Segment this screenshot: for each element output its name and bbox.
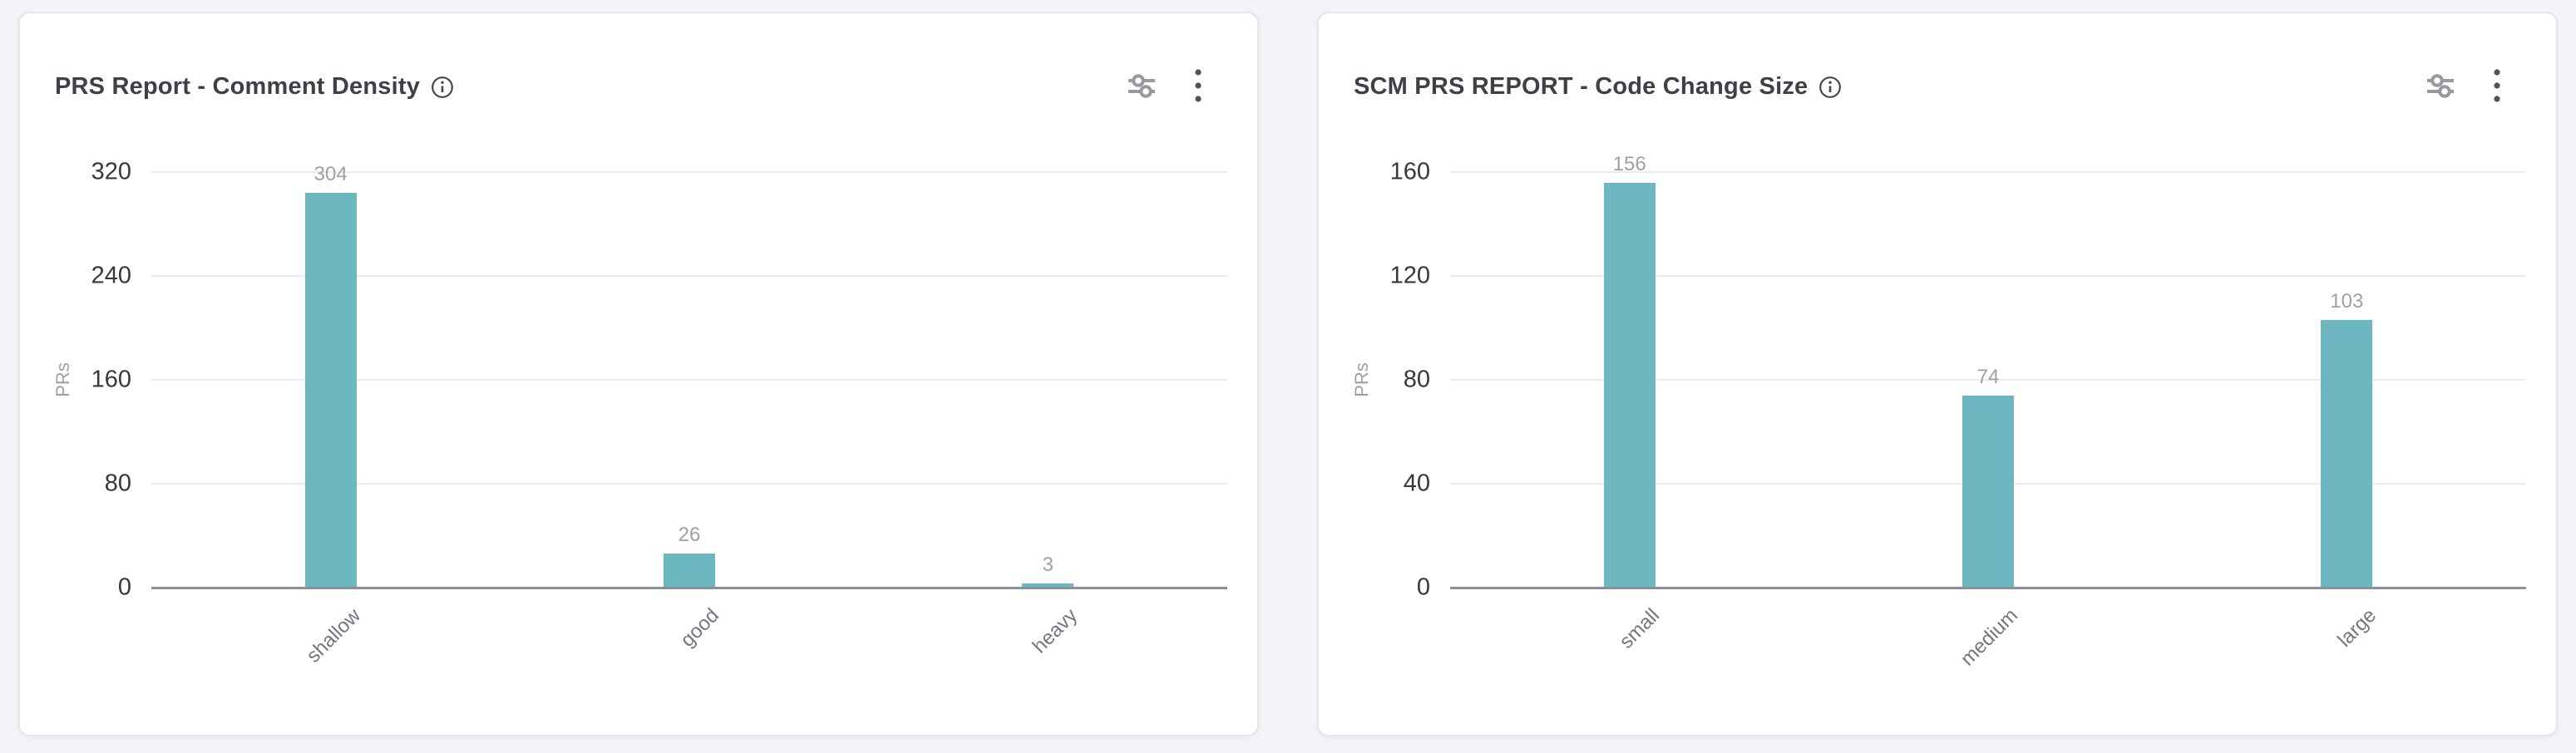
bar-value-label: 26 (678, 524, 701, 547)
x-category-label: small (1615, 604, 1664, 653)
card-toolbar (1121, 65, 1219, 106)
x-category-label: large (2333, 604, 2381, 652)
gridline (151, 275, 1227, 277)
filters-icon[interactable] (1121, 65, 1162, 106)
kebab-menu-icon[interactable] (1177, 65, 1219, 106)
y-tick-label: 80 (104, 470, 131, 497)
card-comment-density: PRS Report - Comment Density (18, 12, 1259, 736)
bar-good[interactable] (664, 554, 715, 588)
gridline (1450, 171, 2526, 173)
info-icon[interactable] (431, 76, 454, 99)
y-tick-label: 240 (91, 262, 131, 289)
y-tick-label: 0 (1416, 573, 1430, 601)
bar-value-label: 156 (1612, 152, 1646, 175)
card-code-change-size: SCM PRS REPORT - Code Change Size (1317, 12, 2558, 736)
x-axis-line (151, 587, 1227, 589)
x-category-label: medium (1956, 604, 2023, 671)
kebab-menu-icon[interactable] (2476, 65, 2518, 106)
gridline (1450, 275, 2526, 277)
gridline (151, 171, 1227, 173)
card-title: SCM PRS REPORT - Code Change Size (1354, 73, 1809, 100)
y-tick-label: 120 (1389, 262, 1430, 289)
bar-value-label: 103 (2330, 290, 2364, 313)
bar-value-label: 304 (313, 163, 348, 185)
y-tick-label: 160 (91, 366, 131, 393)
y-axis-name: PRs (1351, 362, 1372, 397)
card-title: PRS Report - Comment Density (55, 73, 421, 100)
x-category-label: shallow (302, 604, 365, 667)
bar-small[interactable] (1603, 182, 1656, 588)
y-axis-name: PRs (52, 362, 73, 397)
gridline (1450, 379, 2526, 381)
bar-chart-code-change-size: 0 40 80 120 160 PRs 156 small 74 medium 103 large (1319, 13, 2556, 735)
bar-shallow[interactable] (304, 193, 357, 588)
gridline (151, 483, 1227, 485)
y-tick-label: 40 (1403, 470, 1430, 497)
gridline (151, 379, 1227, 381)
bar-chart-comment-density: 0 80 160 240 320 PRs 304 shallow 26 good 3 heavy (20, 13, 1257, 735)
filters-icon[interactable] (2420, 65, 2461, 106)
y-tick-label: 320 (91, 158, 131, 185)
card-header: PRS Report - Comment Density (55, 73, 454, 101)
card-toolbar (2420, 65, 2518, 106)
x-category-label: good (676, 604, 724, 652)
y-tick-label: 160 (1389, 158, 1430, 185)
bar-medium[interactable] (1962, 395, 2014, 588)
x-category-label: heavy (1029, 604, 1083, 658)
info-icon[interactable] (1818, 76, 1842, 99)
card-header: SCM PRS REPORT - Code Change Size (1354, 73, 1842, 101)
bar-value-label: 74 (1976, 365, 2000, 388)
bar-value-label: 3 (1042, 554, 1054, 577)
y-tick-label: 0 (117, 573, 131, 601)
x-axis-line (1450, 587, 2526, 589)
bar-heavy[interactable] (1022, 583, 1074, 588)
y-tick-label: 80 (1403, 366, 1430, 393)
bar-large[interactable] (2321, 320, 2373, 588)
